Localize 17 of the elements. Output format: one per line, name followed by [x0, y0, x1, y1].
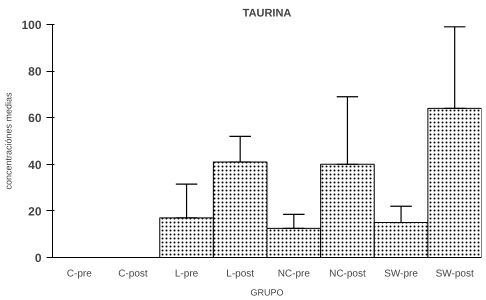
y-tick-label: 0	[34, 251, 42, 265]
x-tick-label: L-post	[226, 268, 254, 280]
y-axis-title: concentraciónes medias	[3, 92, 14, 190]
chart-title: TAURINA	[242, 8, 292, 20]
y-tick-label: 100	[21, 18, 42, 32]
y-tick-label: 60	[28, 111, 42, 126]
x-tick-label: SW-post	[436, 268, 474, 280]
x-tick-label: L-pre	[174, 268, 199, 280]
x-axis-title: GRUPO	[250, 288, 284, 298]
x-tick-label: NC-pre	[278, 268, 310, 280]
y-tick-label: 80	[28, 64, 42, 79]
x-tick-label: C-post	[118, 268, 148, 280]
x-tick-label: NC-post	[329, 268, 366, 280]
y-tick-label: 20	[28, 204, 42, 218]
y-tick-label: 40	[28, 158, 42, 172]
x-tick-label: SW-pre	[384, 268, 418, 280]
x-tick-label: C-pre	[66, 268, 92, 280]
